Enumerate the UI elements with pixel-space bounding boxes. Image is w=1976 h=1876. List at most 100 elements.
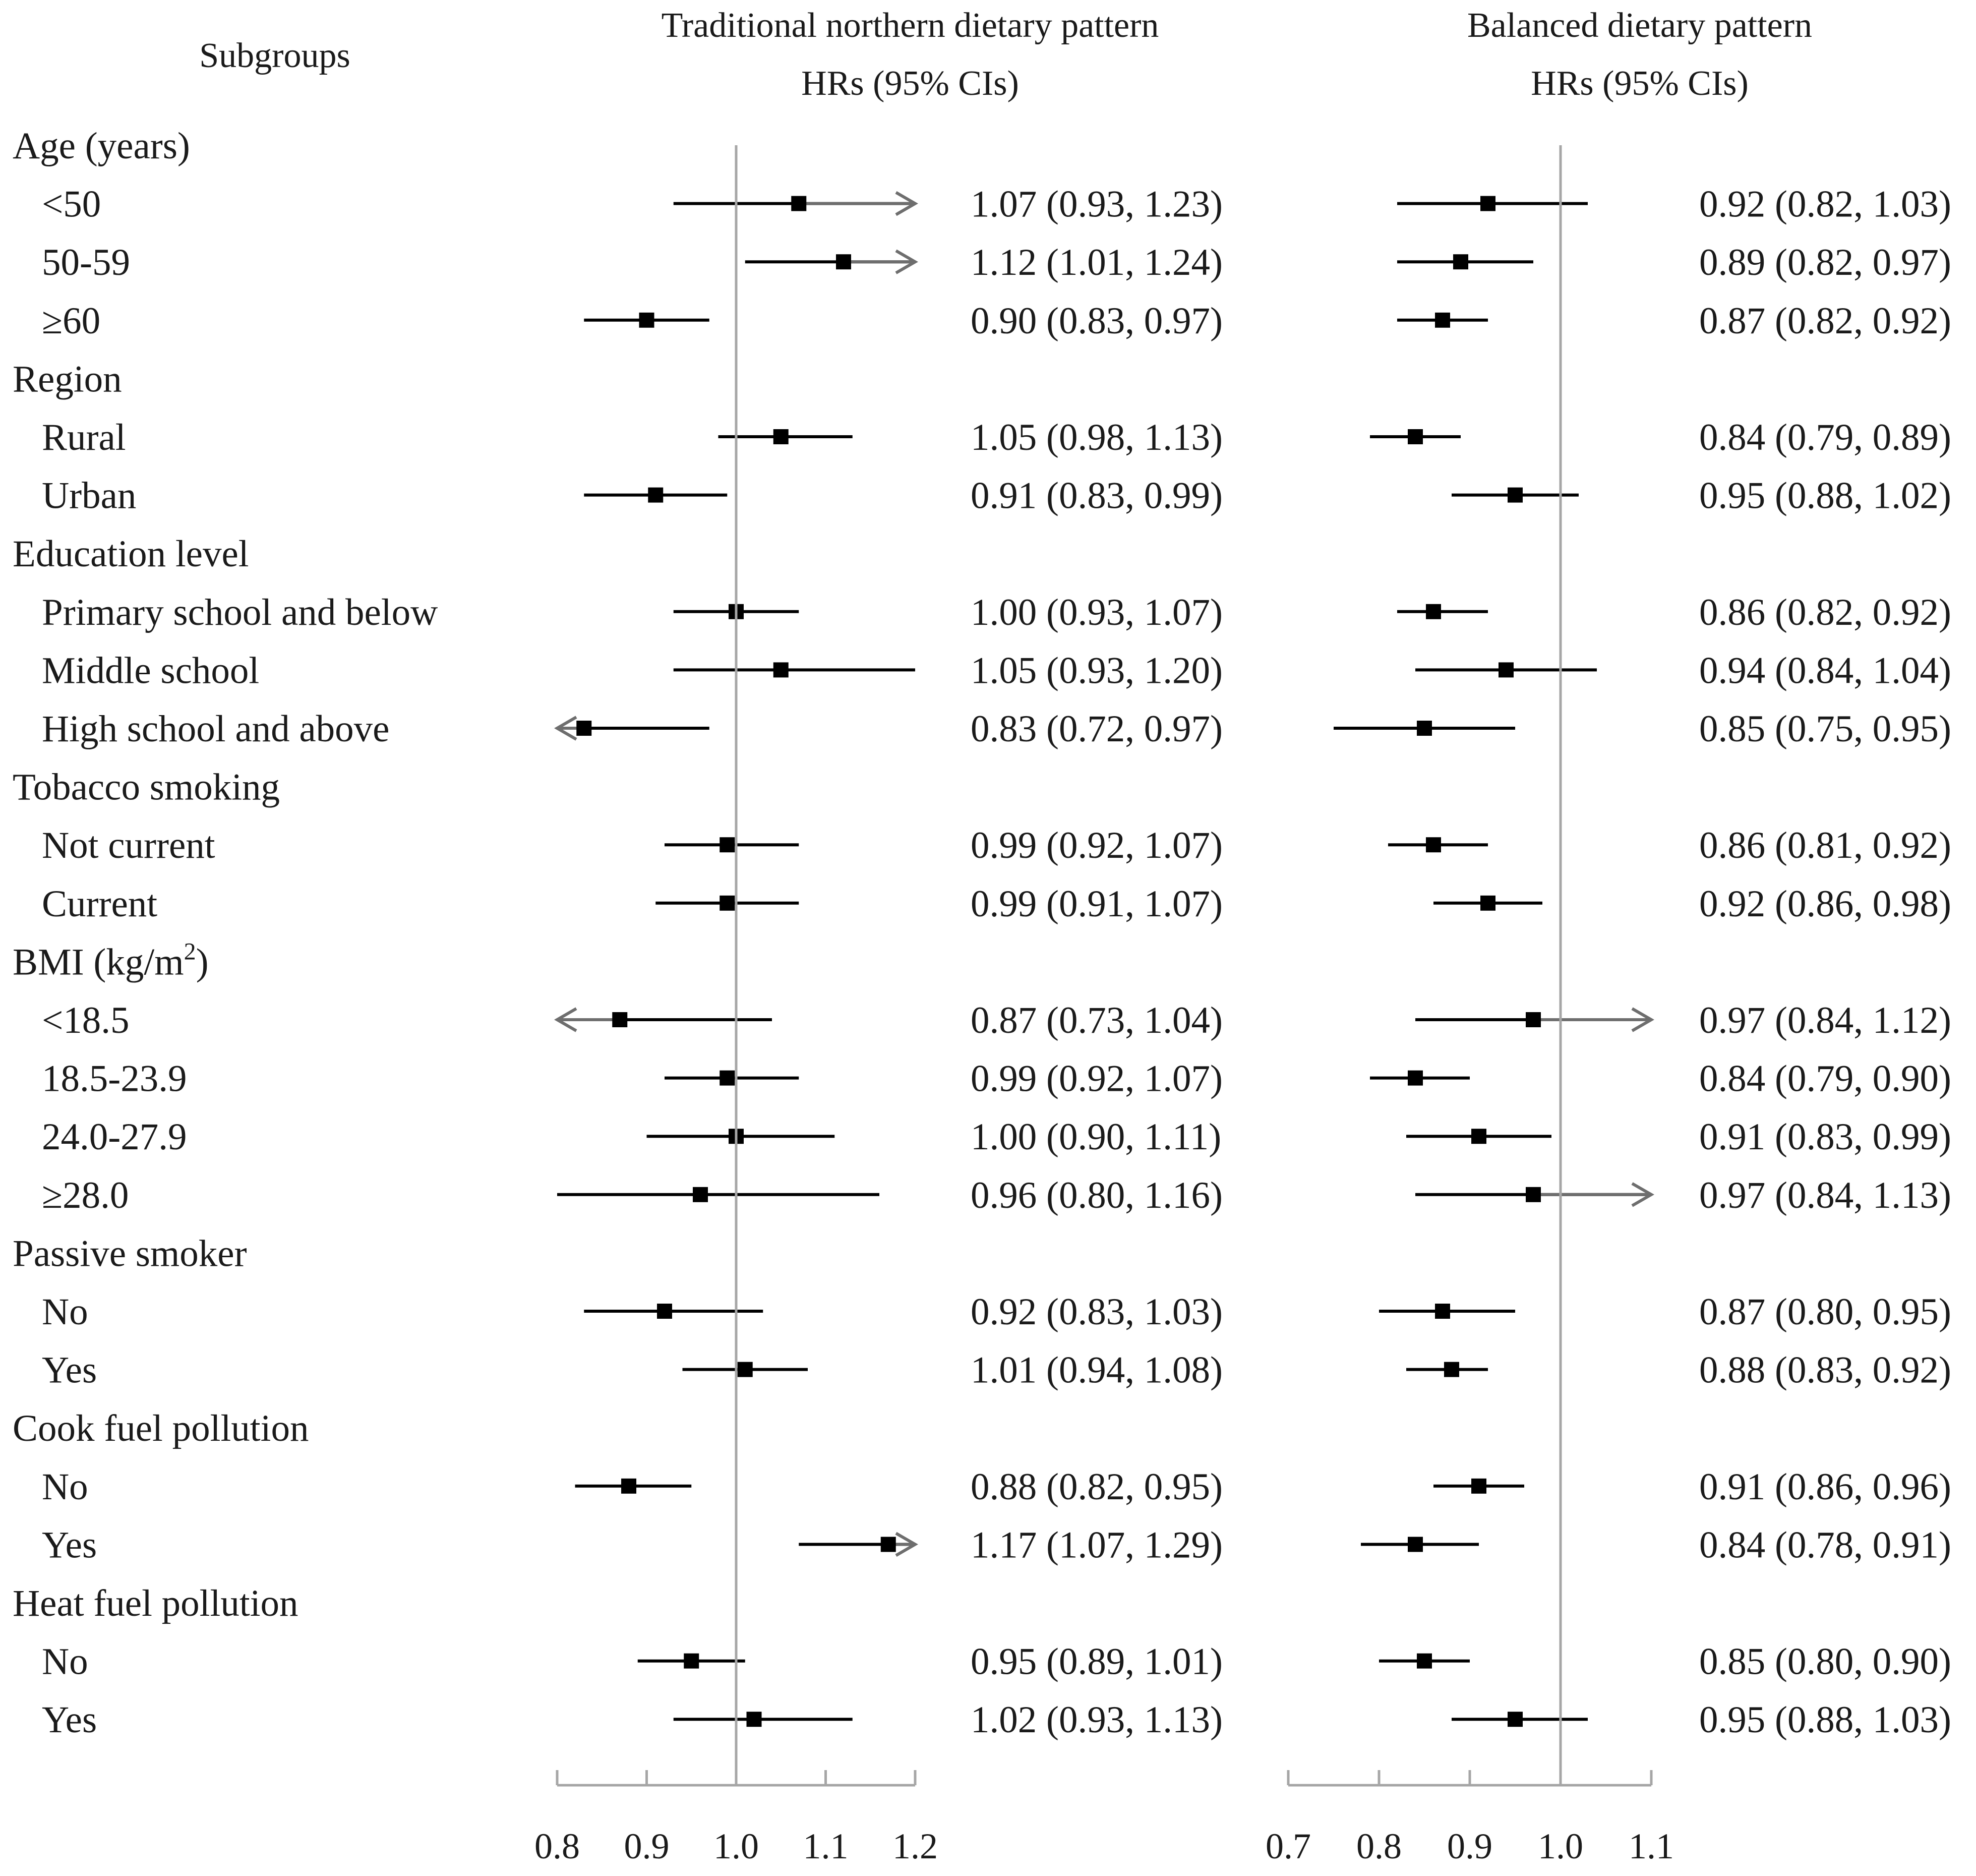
hr-value-label: 0.95 (0.88, 1.02) <box>1699 475 1951 517</box>
point-estimate-marker <box>720 1070 735 1086</box>
subgroup-label: Current <box>42 883 157 925</box>
hr-value-label: 0.88 (0.82, 0.95) <box>971 1466 1223 1508</box>
ci-arrow <box>895 191 918 216</box>
group-header-label: BMI (kg/m2) <box>13 938 209 983</box>
hr-value-label: 0.99 (0.92, 1.07) <box>971 825 1223 866</box>
point-estimate-marker <box>1480 895 1495 911</box>
estimate-panel-2: 0.87 (0.80, 0.95) <box>1379 1291 1951 1333</box>
hr-value-label: 1.00 (0.90, 1.11) <box>971 1116 1221 1158</box>
subgroup-label: Yes <box>42 1699 97 1741</box>
estimate-panel-1: 0.83 (0.72, 0.97) <box>554 708 1223 750</box>
hr-value-label: 0.95 (0.88, 1.03) <box>1699 1699 1951 1741</box>
point-estimate-marker <box>1453 254 1468 270</box>
estimate-panel-1: 1.02 (0.93, 1.13) <box>673 1699 1223 1741</box>
point-estimate-marker <box>1526 1187 1541 1202</box>
group-header-row: BMI (kg/m2) <box>13 938 209 983</box>
subgroup-row: Current 0.99 (0.91, 1.07) 0.92 (0.86, 0.98… <box>42 883 1951 925</box>
subgroup-label: No <box>42 1291 88 1333</box>
estimate-panel-1: 1.05 (0.98, 1.13) <box>718 417 1223 458</box>
estimate-panel-2: 0.92 (0.86, 0.98) <box>1433 883 1951 925</box>
hr-value-label: 0.92 (0.82, 1.03) <box>1699 184 1951 225</box>
point-estimate-marker <box>773 429 789 444</box>
estimate-panel-2: 0.97 (0.84, 1.12) <box>1415 1000 1951 1041</box>
subgroup-label: No <box>42 1466 88 1508</box>
hr-value-label: 0.97 (0.84, 1.12) <box>1699 1000 1951 1041</box>
group-header-label: Cook fuel pollution <box>13 1408 309 1449</box>
subgroup-label: 50-59 <box>42 242 130 283</box>
subgroup-row: <50 1.07 (0.93, 1.23) 0.92 (0.82, 1.03) <box>42 184 1951 225</box>
estimate-panel-2: 0.87 (0.82, 0.92) <box>1397 300 1951 342</box>
panels: 0.8 0.9 1.0 1.1 1.2 0.7 0.8 0.9 1.0 1.1 <box>534 145 1674 1866</box>
estimate-panel-1: 0.91 (0.83, 0.99) <box>584 475 1223 517</box>
group-header-text: Tobacco smoking <box>13 767 280 808</box>
estimate-panel-1: 0.90 (0.83, 0.97) <box>584 300 1223 342</box>
hr-value-label: 0.88 (0.83, 0.92) <box>1699 1350 1951 1391</box>
hr-value-label: 1.02 (0.93, 1.13) <box>971 1699 1223 1741</box>
subgroup-row: <18.5 0.87 (0.73, 1.04) 0.97 (0.84, 1.12) <box>42 1000 1951 1041</box>
hr-value-label: 1.07 (0.93, 1.23) <box>971 184 1223 225</box>
subgroup-label: Middle school <box>42 650 259 691</box>
hr-value-label: 0.91 (0.83, 0.99) <box>971 475 1223 517</box>
estimate-panel-2: 0.84 (0.78, 0.91) <box>1361 1524 1951 1566</box>
subgroup-row: Yes 1.01 (0.94, 1.08) 0.88 (0.83, 0.92) <box>42 1350 1951 1391</box>
point-estimate-marker <box>657 1304 672 1319</box>
group-header-label: Education level <box>13 533 249 575</box>
subgroup-label: ≥60 <box>42 300 100 342</box>
hr-value-label: 0.87 (0.82, 0.92) <box>1699 300 1951 342</box>
x-tick-label: 0.8 <box>1356 1826 1402 1866</box>
subgroup-label: No <box>42 1641 88 1683</box>
hr-value-label: 0.91 (0.83, 0.99) <box>1699 1116 1951 1158</box>
rows: Age (years) <50 1.07 (0.93, 1.23) 0.92 (0.8… <box>13 125 1951 1741</box>
hr-value-label: 0.92 (0.86, 0.98) <box>1699 883 1951 925</box>
point-estimate-marker <box>621 1478 636 1494</box>
subgroup-row: 18.5-23.9 0.99 (0.92, 1.07) 0.84 (0.79, 0.… <box>42 1058 1951 1100</box>
estimate-panel-2: 0.84 (0.79, 0.89) <box>1370 417 1951 458</box>
hr-value-label: 0.91 (0.86, 0.96) <box>1699 1466 1951 1508</box>
subgroup-row: 50-59 1.12 (1.01, 1.24) 0.89 (0.82, 0.97) <box>42 242 1951 283</box>
hr-value-label: 1.05 (0.93, 1.20) <box>971 650 1223 691</box>
subgroup-row: No 0.92 (0.83, 1.03) 0.87 (0.80, 0.95) <box>42 1291 1951 1333</box>
hr-value-label: 1.12 (1.01, 1.24) <box>971 242 1223 283</box>
subgroups-header: Subgroups <box>199 36 350 75</box>
hr-value-label: 0.87 (0.73, 1.04) <box>971 1000 1223 1041</box>
subgroup-label: Rural <box>42 417 126 458</box>
x-tick-label: 0.7 <box>1266 1826 1311 1866</box>
estimate-panel-2: 0.88 (0.83, 0.92) <box>1406 1350 1951 1391</box>
point-estimate-marker <box>1426 604 1441 619</box>
hr-value-label: 0.99 (0.92, 1.07) <box>971 1058 1223 1100</box>
subgroup-label: 24.0-27.9 <box>42 1116 187 1158</box>
subgroup-row: No 0.88 (0.82, 0.95) 0.91 (0.86, 0.96) <box>42 1466 1951 1508</box>
hr-value-label: 0.87 (0.80, 0.95) <box>1699 1291 1951 1333</box>
panel-1-subtitle: HRs (95% CIs) <box>801 64 1019 103</box>
estimate-panel-1: 0.92 (0.83, 1.03) <box>584 1291 1223 1333</box>
estimate-panel-1: 0.99 (0.92, 1.07) <box>665 1058 1223 1100</box>
subgroup-row: Rural 1.05 (0.98, 1.13) 0.84 (0.79, 0.89) <box>42 417 1951 458</box>
estimate-panel-1: 1.07 (0.93, 1.23) <box>673 184 1223 225</box>
estimate-panel-2: 0.97 (0.84, 1.13) <box>1415 1175 1951 1216</box>
estimate-panel-2: 0.95 (0.88, 1.03) <box>1452 1699 1951 1741</box>
subgroup-label: <50 <box>42 184 101 225</box>
subgroup-row: No 0.95 (0.89, 1.01) 0.85 (0.80, 0.90) <box>42 1641 1951 1683</box>
point-estimate-marker <box>1471 1129 1486 1144</box>
subgroup-row: Middle school 1.05 (0.93, 1.20) 0.94 (0.84… <box>42 650 1951 691</box>
estimate-panel-2: 0.89 (0.82, 0.97) <box>1397 242 1951 283</box>
point-estimate-marker <box>576 721 592 736</box>
hr-value-label: 0.90 (0.83, 0.97) <box>971 300 1223 342</box>
point-estimate-marker <box>1417 1653 1432 1669</box>
subgroup-label: Urban <box>42 475 136 517</box>
estimate-panel-1: 0.96 (0.80, 1.16) <box>557 1175 1223 1216</box>
x-tick-label: 1.1 <box>1629 1826 1674 1866</box>
estimate-panel-2: 0.85 (0.75, 0.95) <box>1334 708 1951 750</box>
x-tick-label: 1.1 <box>803 1826 849 1866</box>
hr-value-label: 0.84 (0.78, 0.91) <box>1699 1524 1951 1566</box>
group-header-label: Age (years) <box>13 125 190 167</box>
subgroup-row: Not current 0.99 (0.92, 1.07) 0.86 (0.81, … <box>42 825 1951 866</box>
ci-arrow <box>895 249 918 274</box>
point-estimate-marker <box>1508 1712 1523 1727</box>
group-header-label: Tobacco smoking <box>13 767 280 808</box>
subgroup-row: Primary school and below 1.00 (0.93, 1.07… <box>42 592 1951 633</box>
group-header-text: Heat fuel pollution <box>13 1582 298 1624</box>
hr-value-label: 0.85 (0.80, 0.90) <box>1699 1641 1951 1683</box>
point-estimate-marker <box>684 1653 699 1669</box>
point-estimate-marker <box>1508 487 1523 503</box>
